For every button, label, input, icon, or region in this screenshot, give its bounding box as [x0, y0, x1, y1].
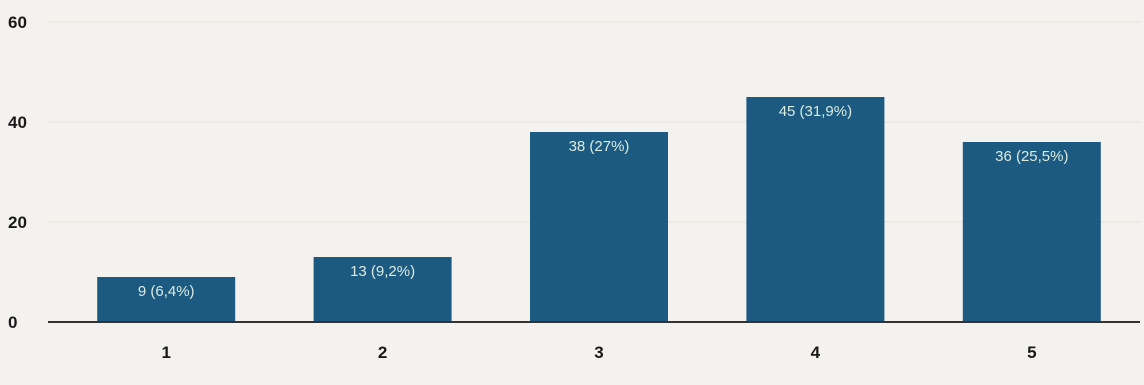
bar — [962, 142, 1101, 322]
y-tick-label: 20 — [8, 213, 27, 232]
y-tick-label: 60 — [8, 13, 27, 32]
x-category-label: 5 — [1027, 343, 1036, 362]
bar — [97, 277, 236, 322]
bar — [313, 257, 452, 322]
bars: 9 (6,4%) 13 (9,2%) 38 (27%) 45 (31,9%) 36 (2… — [97, 97, 1101, 322]
x-category-label: 1 — [161, 343, 170, 362]
bar-data-label: 13 (9,2%) — [350, 263, 415, 280]
y-axis-tick-labels: 0 20 40 60 — [8, 13, 27, 332]
y-tick-label: 40 — [8, 113, 27, 132]
bar — [746, 97, 885, 322]
bar — [530, 132, 668, 322]
x-category-label: 4 — [811, 343, 821, 362]
bar-data-label: 36 (25,5%) — [995, 148, 1068, 165]
x-category-label: 2 — [378, 343, 387, 362]
y-tick-label: 0 — [8, 313, 17, 332]
x-category-label: 3 — [594, 343, 603, 362]
x-axis-category-labels: 1 2 3 4 5 — [161, 343, 1036, 362]
bar-data-label: 38 (27%) — [569, 138, 630, 155]
bar-data-label: 9 (6,4%) — [138, 283, 195, 300]
bar-data-label: 45 (31,9%) — [779, 103, 852, 120]
